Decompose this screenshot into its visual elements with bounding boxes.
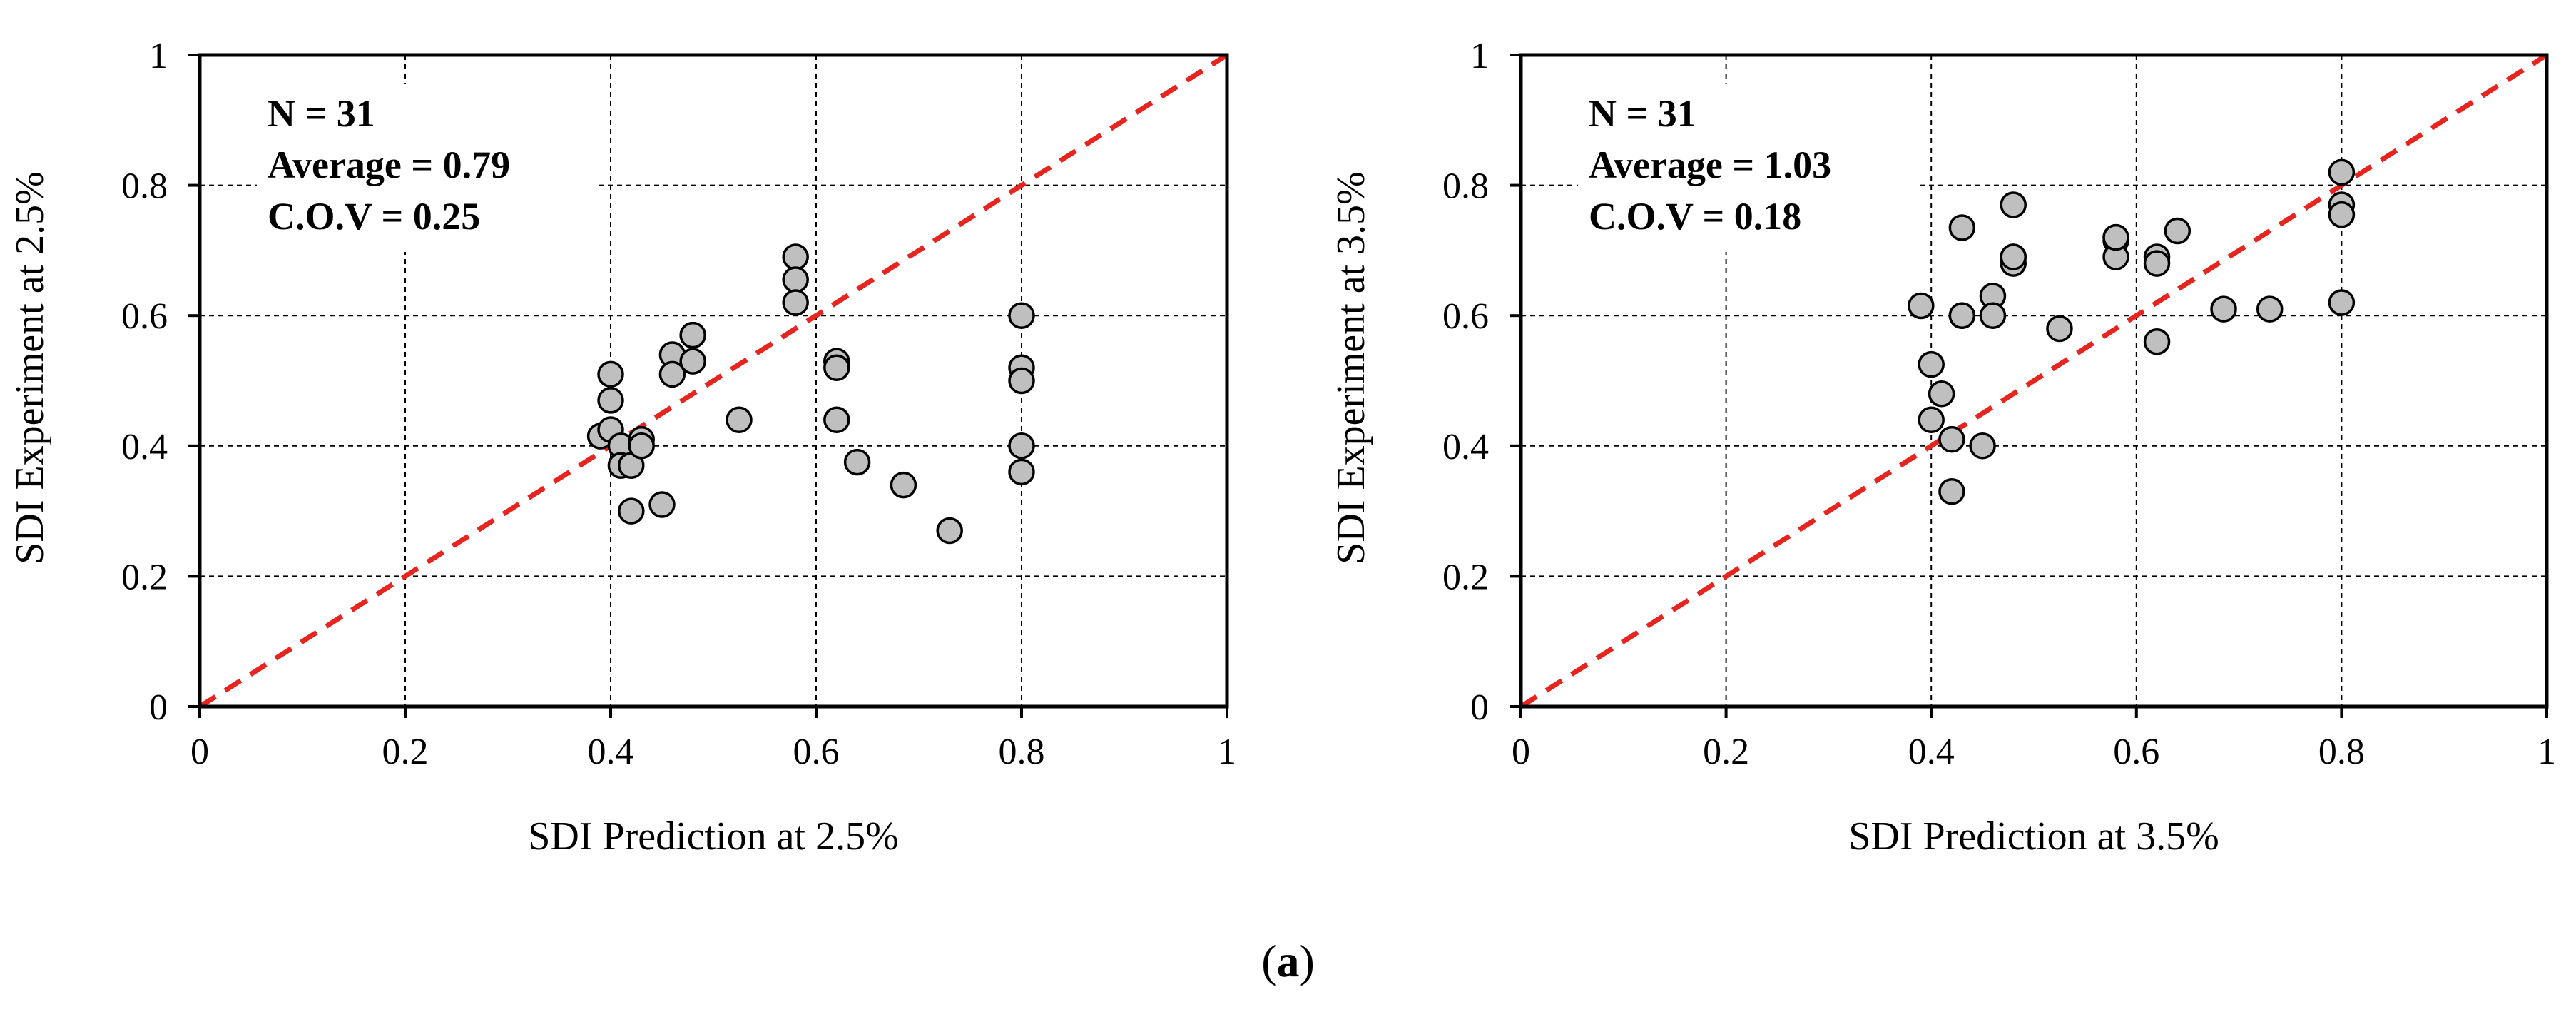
data-point [1918,350,1945,378]
data-point [1948,214,1976,241]
annotation-background [1578,84,1920,252]
data-point [679,321,706,349]
annotation-text: Average = 1.03 [1589,143,1831,186]
data-point [936,517,963,545]
data-point [782,289,809,316]
data-point [823,406,850,434]
y-tick-label: 1 [149,36,168,76]
chart-1: N = 31 Average = 0.79 C.O.V = 0.25 0 0.2 0.4 0… [8,36,1236,859]
reference-line [198,53,1228,709]
x-tick-label: 0.8 [999,732,1045,772]
data-point [2102,223,2129,251]
x-tick-label: 0 [1512,732,1530,772]
data-point [597,387,624,414]
data-point [823,354,850,381]
data-point [782,266,809,293]
x-tick-label: 0.2 [382,732,429,772]
data-point [618,497,645,525]
data-point [2210,295,2237,323]
data-point [2046,315,2073,343]
x-tick-label: 0.4 [1908,732,1955,772]
data-point [1008,432,1035,460]
data-point [1908,292,1935,320]
y-tick-label: 0.6 [121,296,168,337]
y-tick-label: 0 [1470,687,1489,728]
data-point [2143,250,2171,277]
data-point [597,360,624,388]
data-point [1969,432,1996,460]
panel-caption: (a) [1261,936,1315,986]
data-point [1928,380,1955,408]
data-point [1008,367,1035,395]
y-tick-label: 0.8 [1442,166,1489,207]
data-point [1948,302,1976,329]
data-point [726,406,753,434]
data-point [679,348,706,375]
data-point [782,243,809,270]
y-axis-title: SDI Experiment at 3.5% [1329,171,1373,565]
annotation-text: N = 31 [268,92,375,135]
y-tick-label: 0.4 [121,427,168,467]
annotation-background [257,84,599,252]
data-point [2143,328,2171,355]
x-tick-label: 0.6 [2113,732,2159,772]
axes-frame [1519,53,2549,709]
y-tick-label: 0.6 [1442,296,1489,337]
x-tick-label: 1 [2537,732,2556,772]
data-point [2328,158,2356,186]
annotation-text: Average = 0.79 [268,143,510,186]
data-point [2000,191,2027,218]
y-axis-title: SDI Experiment at 2.5% [8,171,52,565]
x-tick-label: 0.2 [1703,732,1749,772]
data-point [2328,201,2356,228]
annotation-text: C.O.V = 0.18 [1589,195,1801,238]
data-point [1918,406,1945,434]
data-point [1008,458,1035,486]
data-point [2164,217,2191,245]
x-axis-title: SDI Prediction at 3.5% [1848,814,2219,859]
annotation-text: N = 31 [1589,92,1696,135]
y-tick-label: 0.2 [1442,557,1489,597]
y-tick-label: 0.2 [121,557,168,597]
axes-frame [198,53,1229,709]
x-tick-label: 0.4 [588,732,634,772]
x-tick-label: 0 [190,732,209,772]
y-tick-label: 1 [1470,36,1489,76]
data-point [890,471,917,499]
data-point [2256,295,2284,323]
x-tick-label: 0.6 [793,732,840,772]
y-tick-label: 0.8 [121,166,168,207]
data-point [843,448,871,476]
data-point [648,491,676,518]
data-point [1008,302,1035,329]
x-tick-label: 0.8 [2318,732,2365,772]
chart-2: N = 31 Average = 1.03 C.O.V = 0.18 0 0.2 0.4 0… [1329,36,2556,859]
x-tick-label: 1 [1218,732,1236,772]
reference-line [1519,53,2548,709]
y-tick-label: 0.4 [1442,427,1489,467]
data-point [2000,243,2027,270]
data-point [2328,289,2356,316]
annotation-text: C.O.V = 0.25 [268,195,480,238]
data-point [1938,477,1965,505]
data-point [1979,302,2007,329]
data-point [628,432,655,460]
data-point [1938,425,1965,453]
y-tick-label: 0 [149,687,168,728]
x-axis-title: SDI Prediction at 2.5% [528,814,898,859]
data-point [658,360,686,388]
